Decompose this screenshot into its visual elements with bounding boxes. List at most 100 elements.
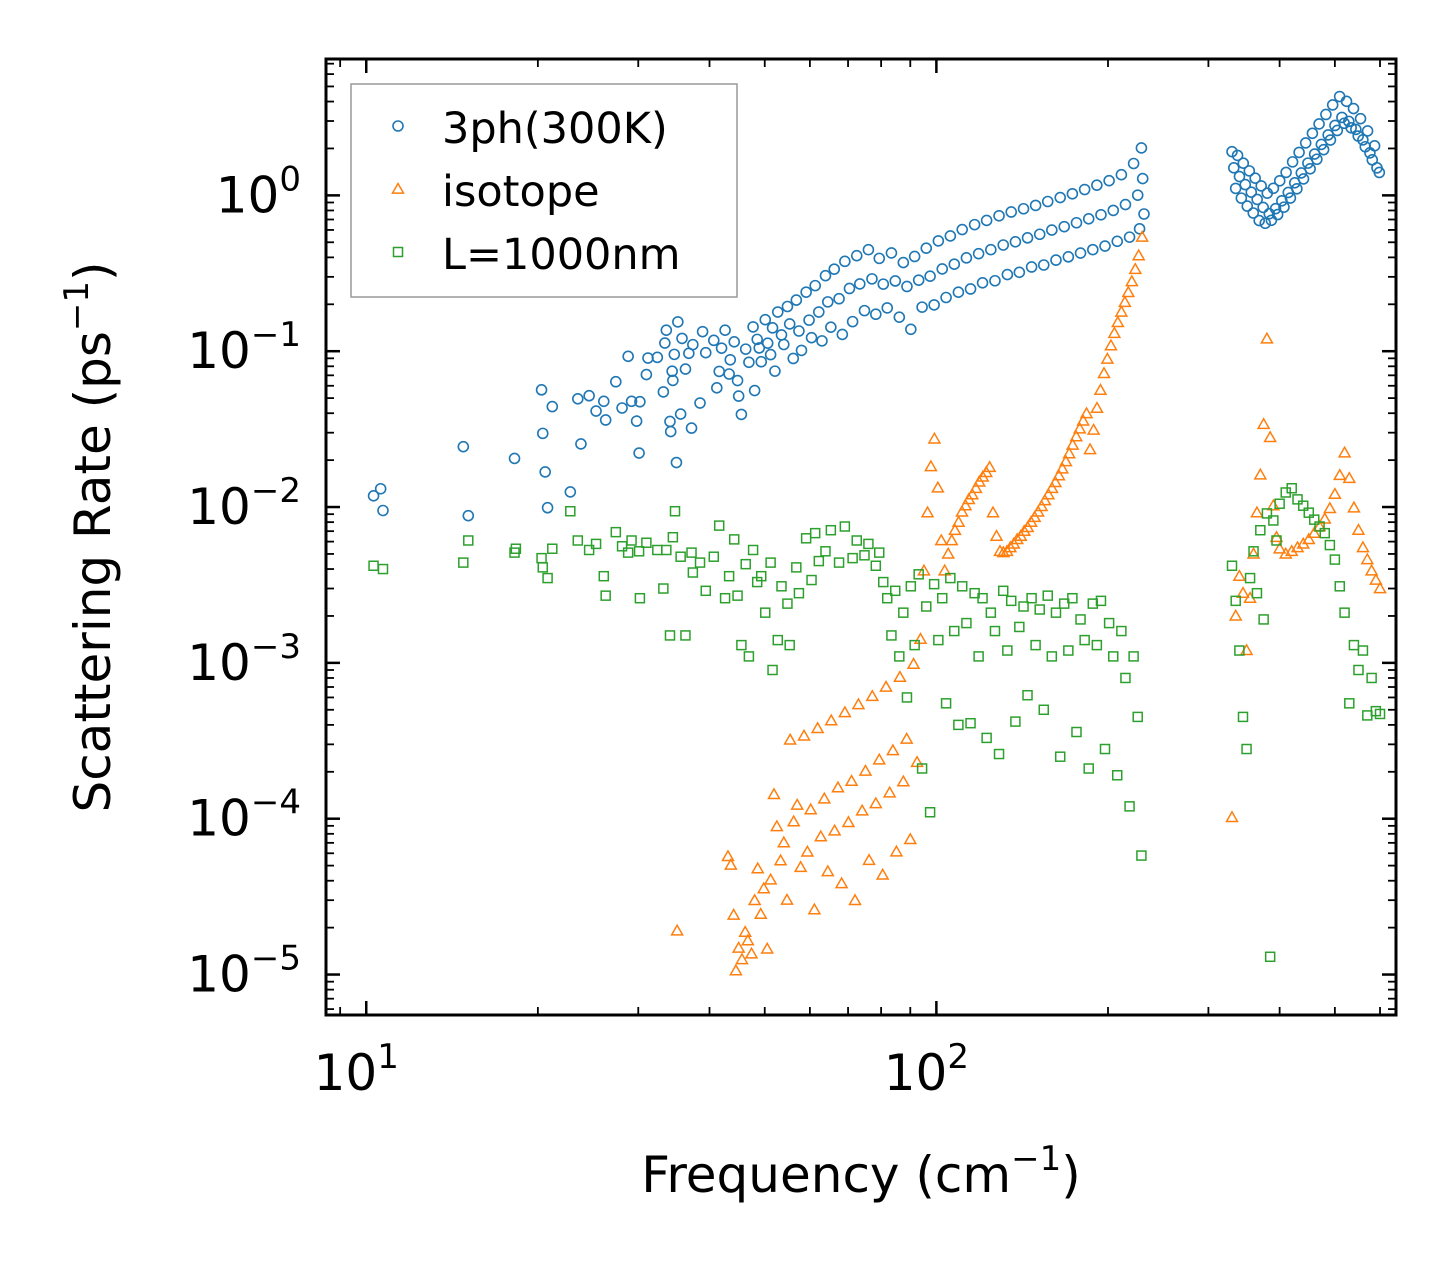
legend-label: isotope <box>442 167 600 217</box>
data-point <box>1249 172 1261 184</box>
data-point <box>675 551 686 562</box>
data-point <box>1099 240 1111 252</box>
data-point <box>707 334 720 347</box>
data-point <box>1272 541 1287 554</box>
data-point <box>874 547 885 558</box>
data-point <box>1251 587 1263 599</box>
data-point <box>1313 118 1325 130</box>
data-point <box>753 342 766 354</box>
data-point <box>948 523 962 536</box>
data-point <box>1237 157 1250 170</box>
data-point <box>1273 174 1286 187</box>
data-point <box>765 557 776 568</box>
data-point <box>858 304 871 317</box>
data-point <box>1093 383 1108 395</box>
data-point <box>1348 639 1360 651</box>
data-point <box>457 440 470 453</box>
data-point <box>1000 544 1014 557</box>
x-axis-title: Frequency (cm−1) <box>641 1139 1081 1204</box>
data-point <box>1050 254 1062 266</box>
data-point <box>750 861 765 874</box>
data-point <box>872 752 887 765</box>
data-point <box>944 230 957 242</box>
data-point <box>1301 532 1316 545</box>
data-point <box>844 774 859 787</box>
data-point <box>541 501 554 514</box>
data-point <box>944 533 959 546</box>
data-point <box>1374 708 1386 720</box>
data-point <box>542 572 553 584</box>
data-point <box>1103 617 1115 629</box>
data-point <box>1230 595 1241 607</box>
data-point <box>1255 524 1266 536</box>
data-point <box>597 395 610 408</box>
data-point <box>928 578 940 590</box>
data-point <box>1138 208 1150 220</box>
data-point <box>968 218 981 231</box>
tick-label: 10−5 <box>187 939 301 1004</box>
data-point <box>1076 413 1090 426</box>
data-point <box>1259 217 1272 230</box>
data-point <box>1066 187 1079 200</box>
data-point <box>993 544 1007 557</box>
data-point <box>700 585 712 597</box>
data-point <box>564 486 577 498</box>
data-point <box>626 535 637 546</box>
data-point <box>641 537 652 548</box>
data-point <box>1251 193 1263 206</box>
data-point <box>986 505 1000 518</box>
tick-label-exponent: −3 <box>251 627 301 667</box>
data-point <box>859 550 870 561</box>
data-point <box>873 252 886 265</box>
data-point <box>1100 351 1115 364</box>
data-point <box>1005 595 1017 607</box>
tick-label: 100 <box>216 159 301 224</box>
data-point <box>827 823 842 836</box>
data-point <box>1003 540 1018 553</box>
data-point <box>870 308 882 321</box>
data-point <box>1119 198 1132 211</box>
data-point <box>1369 572 1383 585</box>
data-point <box>793 325 805 337</box>
data-point <box>1353 664 1364 676</box>
data-point <box>732 390 745 402</box>
data-point <box>642 352 654 364</box>
data-point <box>736 639 747 651</box>
data-point <box>667 374 679 387</box>
data-point <box>463 535 474 546</box>
data-point <box>735 408 748 421</box>
data-point <box>708 551 720 562</box>
data-point <box>777 835 791 848</box>
data-point <box>1058 598 1070 609</box>
tick-label: 10−1 <box>187 315 301 380</box>
data-point <box>870 560 882 571</box>
legend: 3ph(300K) isotope L=1000nm <box>350 83 738 298</box>
legend-label: 3ph(300K) <box>442 104 668 154</box>
data-point <box>1107 326 1122 339</box>
data-point <box>1121 285 1136 298</box>
data-point <box>825 321 837 333</box>
data-point <box>1114 305 1129 317</box>
data-point <box>661 544 672 556</box>
data-point <box>1284 192 1297 204</box>
data-point <box>1018 601 1029 612</box>
data-point <box>952 286 965 299</box>
data-point <box>719 324 731 336</box>
data-point <box>1095 208 1107 221</box>
data-point <box>819 269 832 282</box>
data-point <box>740 558 751 570</box>
data-point <box>782 598 793 609</box>
data-point <box>633 546 645 557</box>
tick-label-base: 10 <box>187 790 251 848</box>
data-point <box>1069 429 1083 442</box>
data-point <box>1337 445 1352 458</box>
data-point <box>1292 494 1303 505</box>
data-point <box>784 639 795 651</box>
data-point <box>793 860 808 873</box>
data-point <box>1299 137 1312 149</box>
data-point <box>1115 168 1128 181</box>
data-point <box>1303 507 1315 518</box>
data-point <box>1128 262 1143 275</box>
